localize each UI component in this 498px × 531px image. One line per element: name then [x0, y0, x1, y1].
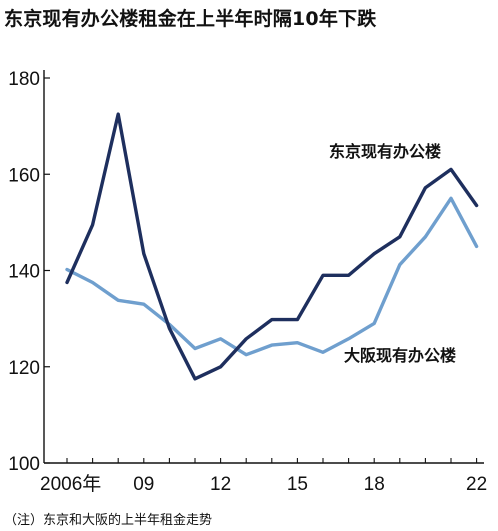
- chart-series: [65, 112, 479, 381]
- y-tick-label: 160: [8, 165, 40, 186]
- chart-note: （注）东京和大阪的上半年租金走势: [4, 513, 213, 528]
- x-tick-label: 15: [287, 474, 308, 495]
- x-tick-label: 18: [364, 474, 385, 495]
- x-tick-label: 2006年: [40, 473, 101, 495]
- chart-axes: [43, 70, 484, 464]
- y-axis-ticks: 100 120 140 160 180: [8, 69, 50, 475]
- chart-title: 东京现有办公楼租金在上半年时隔10年下跌: [4, 8, 377, 30]
- y-tick-label: 120: [8, 358, 40, 379]
- series-line-osaka: [65, 196, 479, 357]
- y-tick-label: 180: [8, 69, 40, 90]
- series-line-tokyo: [65, 112, 479, 381]
- y-tick-label: 140: [8, 262, 40, 283]
- series-label-tokyo: 东京现有办公楼: [329, 142, 441, 161]
- x-axis-ticks: 2006年 09 12 15 18 22: [40, 458, 487, 495]
- y-tick-label: 100: [8, 454, 40, 475]
- series-label-osaka: 大阪现有办公楼: [344, 346, 456, 365]
- x-tick-label: 12: [210, 474, 231, 495]
- x-tick-label: 22: [466, 474, 487, 495]
- x-tick-label: 09: [133, 474, 154, 495]
